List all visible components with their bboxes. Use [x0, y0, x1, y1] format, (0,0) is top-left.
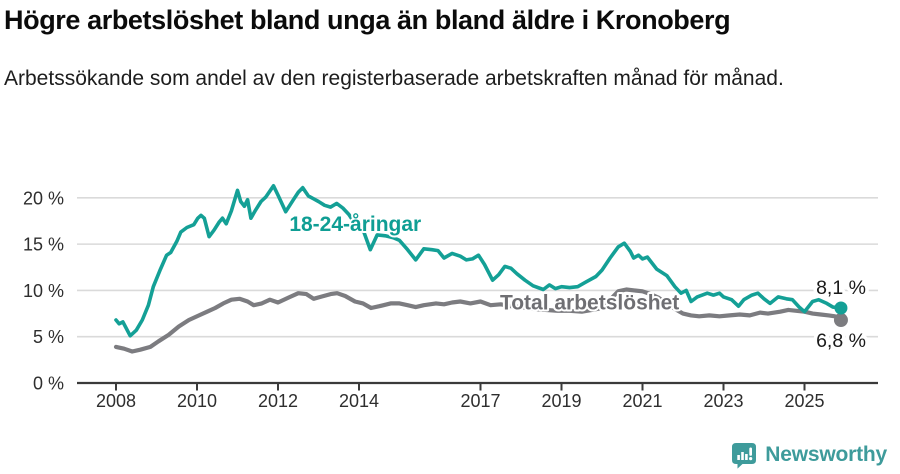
x-axis-label: 2025: [784, 391, 824, 411]
logo-bar-2: [741, 452, 745, 460]
newsworthy-speech-bubble-chart-icon: [732, 443, 757, 469]
x-axis-label: 2023: [703, 391, 743, 411]
x-axis-label: 2010: [177, 391, 217, 411]
series-end-dot: [834, 301, 848, 315]
logo-exclamation-dot: [749, 457, 753, 461]
series-end-dot: [833, 313, 848, 328]
x-axis-label: 2012: [258, 391, 298, 411]
y-axis-label: 15 %: [23, 235, 64, 255]
logo-bar-1: [737, 455, 741, 460]
series-line-total-arbetslöshet: [113, 287, 844, 354]
logo-bubble-shape: [732, 443, 757, 469]
series-end-value-label: 6,8 %: [816, 330, 866, 352]
series-label: Total arbetslöshet: [500, 291, 679, 314]
logo-bar-3: [745, 454, 748, 460]
series-label: 18-24-åringar: [289, 213, 421, 236]
y-axis-label: 5 %: [33, 327, 64, 347]
y-axis-label: 0 %: [33, 374, 64, 394]
series-line-18-24-åringar: [114, 184, 843, 338]
newsworthy-logo-text: Newsworthy: [765, 443, 887, 466]
logo-exclamation-bar: [749, 447, 753, 456]
x-axis-label: 2019: [541, 391, 581, 411]
y-axis-label: 10 %: [23, 281, 64, 301]
chart-subtitle: Arbetssökande som andel av den registerb…: [4, 67, 784, 90]
chart-title: Högre arbetslöshet bland unga än bland ä…: [4, 5, 731, 35]
x-axis-label: 2008: [96, 391, 136, 411]
x-axis-label: 2014: [339, 391, 379, 411]
series-end-value-label: 8,1 %: [816, 277, 866, 299]
y-axis-label: 20 %: [23, 188, 64, 208]
newsworthy-logo: Newsworthy: [730, 441, 887, 469]
x-axis-label: 2017: [460, 391, 500, 411]
x-axis-label: 2021: [622, 391, 662, 411]
